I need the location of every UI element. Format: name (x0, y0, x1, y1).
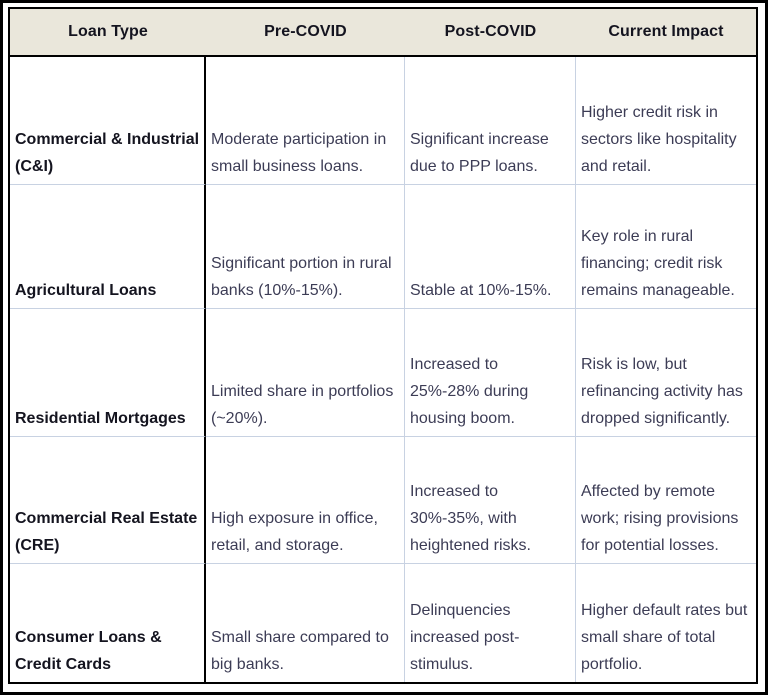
cell-pre-covid: Moderate participation in small business… (206, 57, 405, 185)
cell-post-covid: Delinquencies increased post-stimulus. (405, 564, 576, 682)
column-header-pre-covid: Pre-COVID (264, 23, 347, 40)
column-header-current-impact: Current Impact (608, 23, 724, 40)
cell-pre-covid: High exposure in office, retail, and sto… (206, 437, 405, 564)
cell-post-covid: Stable at 10%-15%. (405, 185, 576, 309)
cell-post-covid: Increased to 30%-35%, with heightened ri… (405, 437, 576, 564)
cell-current-impact: Higher credit risk in sectors like hospi… (576, 57, 756, 185)
table-body: Commercial & Industrial (C&I) Moderate p… (10, 57, 756, 682)
cell-current-impact: Higher default rates but small share of … (581, 602, 748, 673)
cell-current-impact: Key role in rural financing; credit risk… (576, 185, 756, 309)
cell-post-covid: Significant increase due to PPP loans. (405, 57, 576, 185)
cell-loan-type: Consumer Loans & Credit Cards (10, 564, 206, 682)
cell-pre-covid: Limited share in portfolios (~20%). (206, 309, 405, 437)
cell-loan-type: Commercial Real Estate (CRE) (10, 437, 206, 564)
cell-pre-covid: Small share compared to big banks. (206, 564, 405, 682)
cell-current-impact: Risk is low, but refinancing activity ha… (576, 309, 756, 437)
loan-comparison-table: Loan Type Pre-COVID Post-COVID Current I… (8, 7, 758, 684)
cell-loan-type: Agricultural Loans (10, 185, 206, 309)
column-header-loan-type: Loan Type (68, 23, 148, 40)
cell-pre-covid: Significant portion in rural banks (10%-… (206, 185, 405, 309)
column-header-post-covid: Post-COVID (444, 23, 537, 40)
cell-loan-type: Commercial & Industrial (C&I) (10, 57, 206, 185)
cell-current-impact: Affected by remote work; rising provisio… (576, 437, 756, 564)
cell-loan-type: Residential Mortgages (10, 309, 206, 437)
table-header-row: Loan Type Pre-COVID Post-COVID Current I… (10, 9, 756, 57)
cell-post-covid: Increased to 25%-28% during housing boom… (405, 309, 576, 437)
